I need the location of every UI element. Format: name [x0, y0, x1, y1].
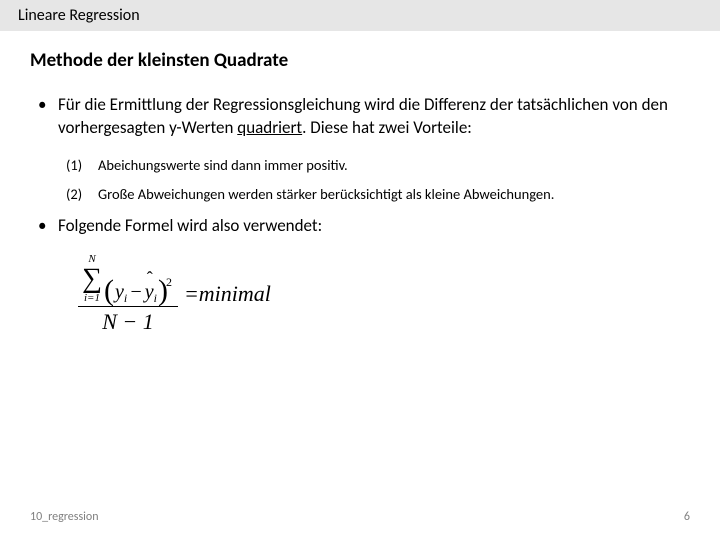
slide-content: Methode der kleinsten Quadrate • Für die…: [0, 31, 720, 335]
bullet-item: • Für die Ermittlung der Regressionsglei…: [30, 94, 690, 140]
equals: =: [184, 281, 199, 307]
numbered-list: (1) Abeichungswerte sind dann immer posi…: [66, 156, 690, 205]
denom-n: N: [102, 309, 117, 334]
rhs: minimal: [199, 281, 271, 307]
bullet-text: Folgende Formel wird also verwendet:: [58, 215, 322, 238]
numbered-item: (1) Abeichungswerte sind dann immer posi…: [66, 156, 690, 176]
numerator: N ∑ i=1 ( yi − yi ) 2: [78, 254, 178, 307]
header-title: Lineare Regression: [18, 6, 140, 25]
denom-1: 1: [143, 309, 154, 334]
num-marker: (2): [66, 185, 98, 205]
subtitle: Methode der kleinsten Quadrate: [30, 49, 690, 72]
num-text: Abeichungswerte sind dann immer positiv.: [98, 156, 348, 176]
num-text: Große Abweichungen werden stärker berück…: [98, 185, 554, 205]
sigma-symbol: ∑: [82, 265, 102, 293]
term-yhat: yi: [145, 281, 157, 304]
footer-left: 10_regression: [30, 510, 99, 524]
numbered-item: (2) Große Abweichungen werden stärker be…: [66, 185, 690, 205]
sigma-lower: i=1: [84, 293, 100, 304]
bullet-marker: •: [30, 215, 58, 238]
var-y: y: [115, 281, 124, 303]
formula-wrap: N ∑ i=1 ( yi − yi ) 2 N − 1 =: [78, 254, 690, 335]
bullet-item: • Folgende Formel wird also verwendet:: [30, 215, 690, 238]
num-marker: (1): [66, 156, 98, 176]
sub-i: i: [154, 291, 157, 305]
var-yhat: y: [145, 281, 154, 303]
bullet-underlined: quadriert: [237, 117, 302, 138]
sub-i: i: [124, 291, 127, 305]
term-yi: yi: [115, 281, 127, 304]
bullet-post: . Diese hat zwei Vorteile:: [302, 117, 472, 138]
header-bar: Lineare Regression: [0, 0, 720, 31]
denom-minus: −: [122, 309, 137, 334]
bullet-marker: •: [30, 94, 58, 140]
denominator: N − 1: [102, 307, 154, 335]
fraction: N ∑ i=1 ( yi − yi ) 2 N − 1: [78, 254, 178, 335]
bullet-text: Für die Ermittlung der Regressionsgleich…: [58, 94, 690, 140]
minus: −: [129, 281, 143, 304]
exponent: 2: [166, 275, 172, 290]
sigma-block: N ∑ i=1: [82, 254, 102, 304]
formula: N ∑ i=1 ( yi − yi ) 2 N − 1 =: [78, 254, 690, 335]
footer-right: 6: [684, 510, 690, 524]
paren-open: (: [104, 276, 114, 306]
footer: 10_regression 6: [30, 510, 690, 524]
